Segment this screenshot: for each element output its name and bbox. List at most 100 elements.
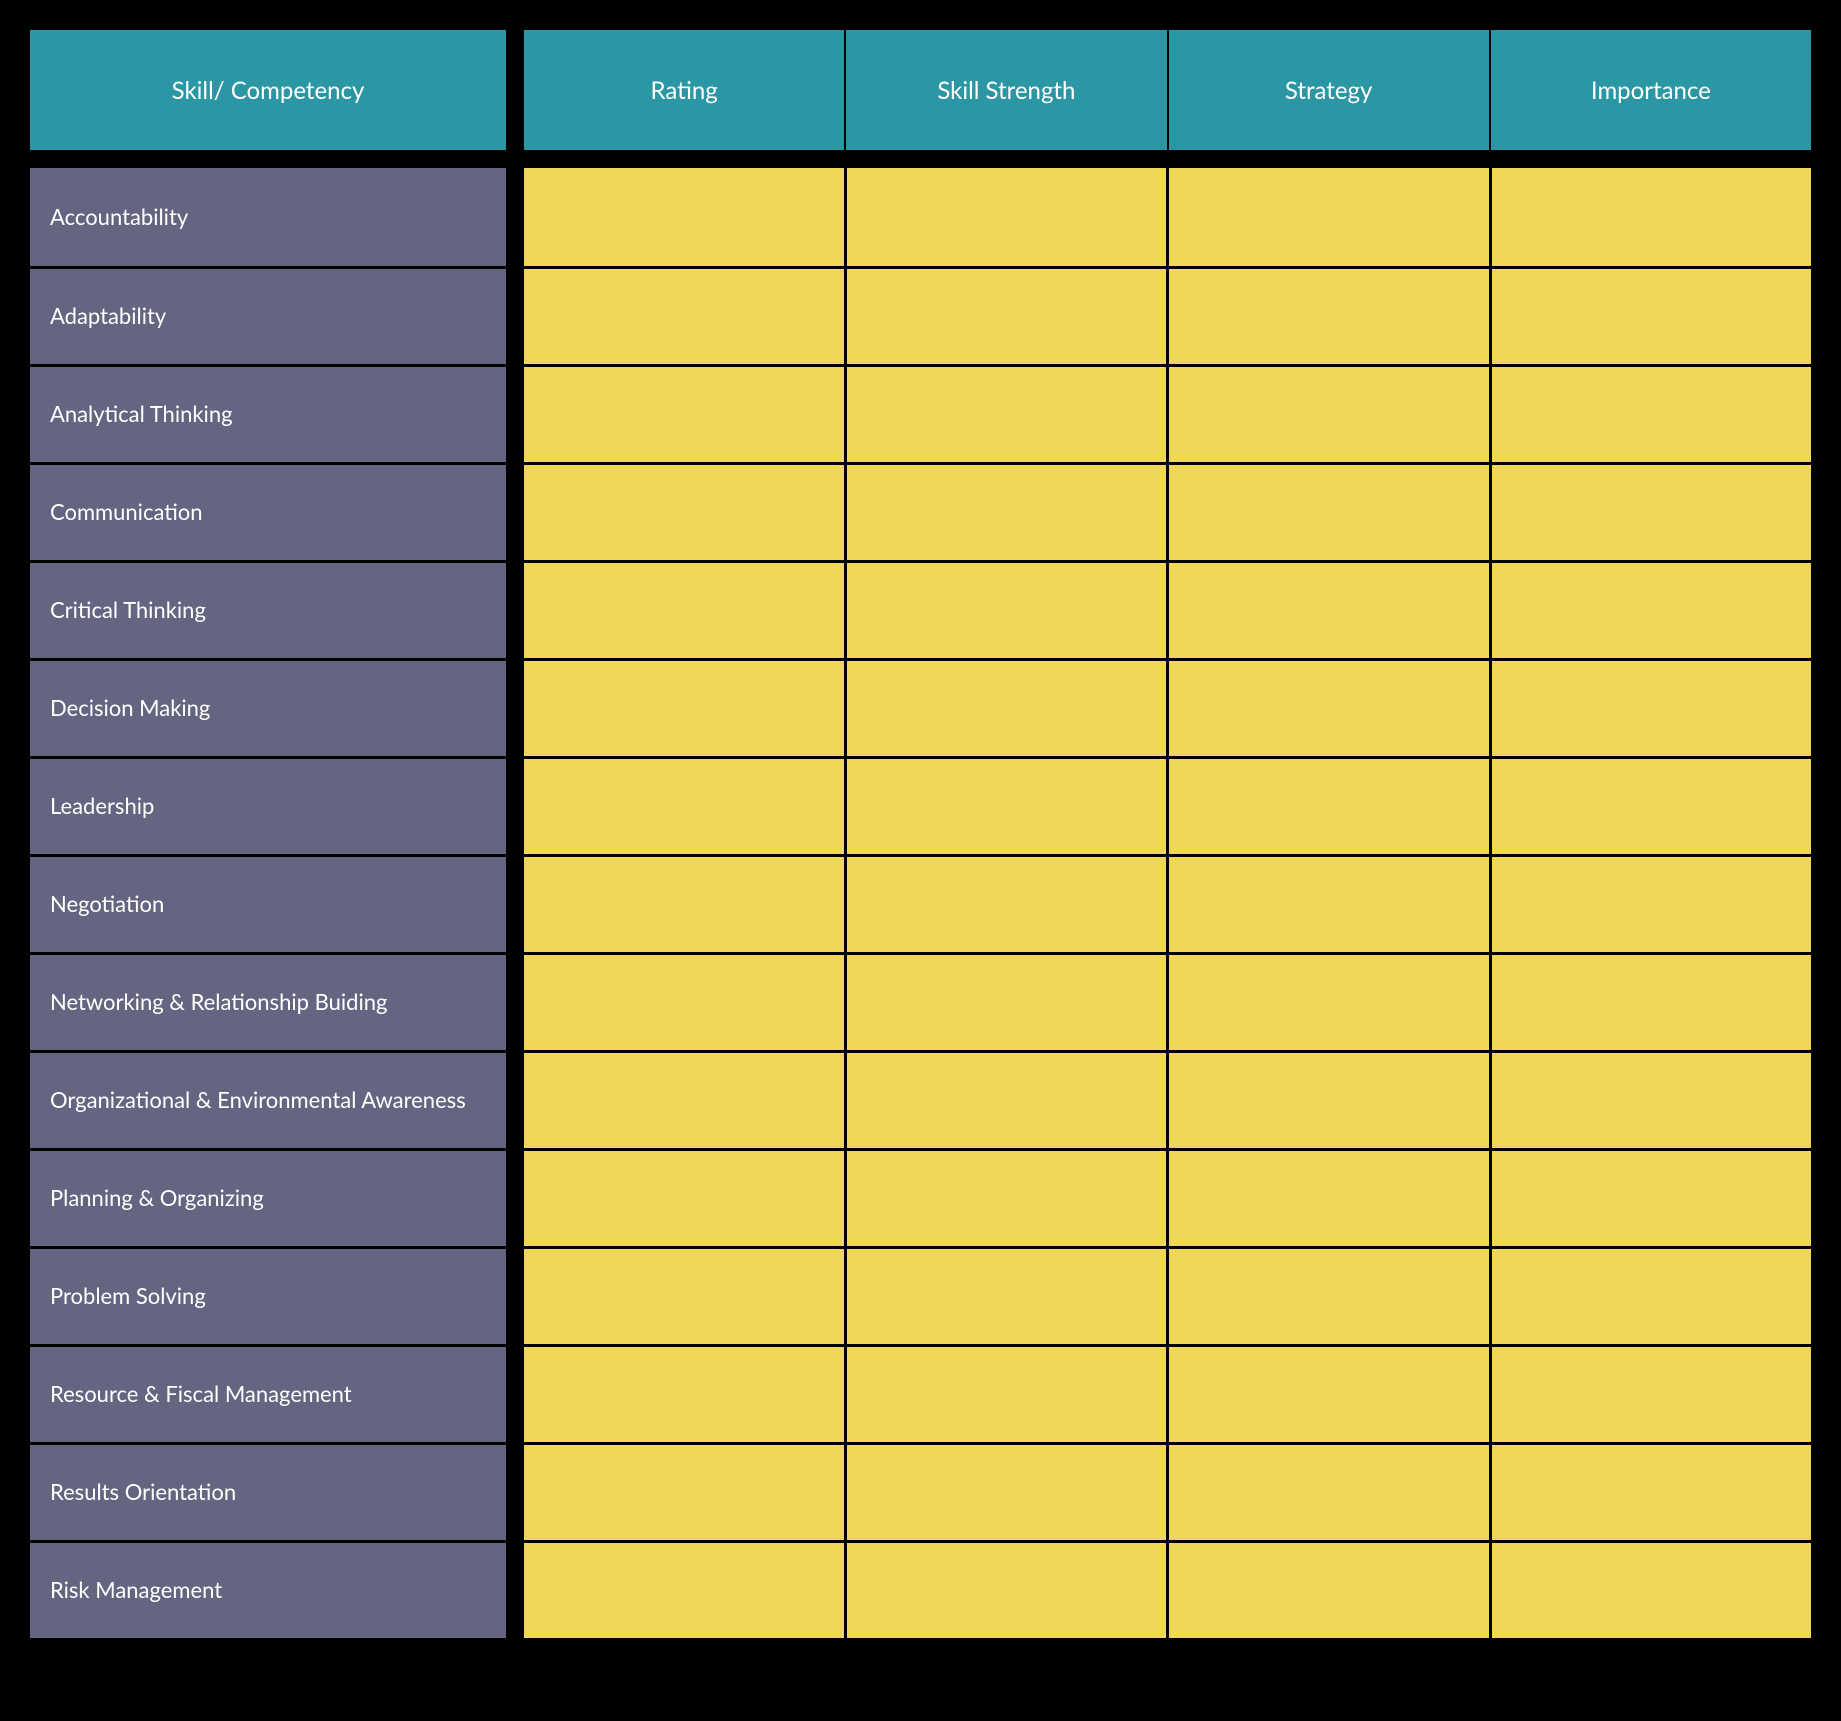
- cell-skill-strength: [847, 756, 1169, 854]
- header-strategy: Strategy: [1169, 30, 1491, 150]
- header-label: Rating: [650, 76, 717, 105]
- cell-rating: [524, 168, 846, 266]
- cell-rating: [524, 1540, 846, 1638]
- cell-rating: [524, 266, 846, 364]
- cell-skill-strength: [847, 462, 1169, 560]
- cell-strategy: [1169, 1148, 1491, 1246]
- row-label-text: Negotiation: [50, 890, 164, 919]
- cell-rating: [524, 658, 846, 756]
- row-data-group: [524, 168, 1811, 266]
- header-skill-strength: Skill Strength: [846, 30, 1168, 150]
- row-data-group: [524, 1442, 1811, 1540]
- row-label-text: Leadership: [50, 792, 154, 821]
- row-label-cell: Problem Solving: [30, 1246, 506, 1344]
- row-label-text: Adaptability: [50, 302, 166, 331]
- cell-importance: [1492, 854, 1811, 952]
- cell-skill-strength: [847, 952, 1169, 1050]
- header-label: Importance: [1591, 76, 1711, 105]
- cell-strategy: [1169, 1442, 1491, 1540]
- cell-importance: [1492, 1344, 1811, 1442]
- cell-importance: [1492, 1148, 1811, 1246]
- row-data-group: [524, 952, 1811, 1050]
- cell-rating: [524, 952, 846, 1050]
- row-label-text: Accountability: [50, 203, 188, 232]
- cell-skill-strength: [847, 266, 1169, 364]
- row-label-cell: Accountability: [30, 168, 506, 266]
- header-skill-competency: Skill/ Competency: [30, 30, 506, 150]
- cell-strategy: [1169, 1540, 1491, 1638]
- row-label-cell: Organizational & Environmental Awareness: [30, 1050, 506, 1148]
- cell-importance: [1492, 1050, 1811, 1148]
- row-label-text: Networking & Relationship Buiding: [50, 988, 387, 1017]
- header-data-group: Rating Skill Strength Strategy Importanc…: [524, 30, 1811, 150]
- cell-rating: [524, 854, 846, 952]
- cell-rating: [524, 1148, 846, 1246]
- cell-importance: [1492, 1540, 1811, 1638]
- row-label-cell: Leadership: [30, 756, 506, 854]
- cell-importance: [1492, 266, 1811, 364]
- row-data-group: [524, 462, 1811, 560]
- row-label-cell: Results Orientation: [30, 1442, 506, 1540]
- cell-strategy: [1169, 462, 1491, 560]
- row-label-cell: Negotiation: [30, 854, 506, 952]
- table-row: Adaptability: [30, 266, 1811, 364]
- row-label-cell: Planning & Organizing: [30, 1148, 506, 1246]
- cell-rating: [524, 756, 846, 854]
- row-data-group: [524, 854, 1811, 952]
- row-label-cell: Communication: [30, 462, 506, 560]
- row-data-group: [524, 756, 1811, 854]
- row-label-cell: Networking & Relationship Buiding: [30, 952, 506, 1050]
- table-row: Planning & Organizing: [30, 1148, 1811, 1246]
- cell-strategy: [1169, 1050, 1491, 1148]
- row-label-cell: Critical Thinking: [30, 560, 506, 658]
- cell-strategy: [1169, 364, 1491, 462]
- row-data-group: [524, 364, 1811, 462]
- table-row: Decision Making: [30, 658, 1811, 756]
- cell-skill-strength: [847, 854, 1169, 952]
- table-row: Resource & Fiscal Management: [30, 1344, 1811, 1442]
- cell-strategy: [1169, 560, 1491, 658]
- cell-importance: [1492, 756, 1811, 854]
- cell-strategy: [1169, 952, 1491, 1050]
- cell-rating: [524, 364, 846, 462]
- header-label: Skill/ Competency: [172, 76, 365, 105]
- cell-skill-strength: [847, 168, 1169, 266]
- row-data-group: [524, 1050, 1811, 1148]
- row-label-text: Results Orientation: [50, 1478, 236, 1507]
- row-data-group: [524, 1148, 1811, 1246]
- cell-strategy: [1169, 756, 1491, 854]
- header-label: Strategy: [1285, 76, 1372, 105]
- cell-rating: [524, 1442, 846, 1540]
- cell-rating: [524, 1246, 846, 1344]
- table-row: Analytical Thinking: [30, 364, 1811, 462]
- row-label-text: Organizational & Environmental Awareness: [50, 1086, 466, 1115]
- table-body: Accountability Adaptability Analytical T…: [30, 168, 1811, 1638]
- table-row: Problem Solving: [30, 1246, 1811, 1344]
- header-importance: Importance: [1491, 30, 1811, 150]
- cell-strategy: [1169, 168, 1491, 266]
- cell-skill-strength: [847, 1344, 1169, 1442]
- cell-importance: [1492, 560, 1811, 658]
- table-row: Networking & Relationship Buiding: [30, 952, 1811, 1050]
- cell-skill-strength: [847, 1246, 1169, 1344]
- cell-importance: [1492, 658, 1811, 756]
- row-data-group: [524, 1540, 1811, 1638]
- row-label-text: Planning & Organizing: [50, 1184, 264, 1213]
- row-label-cell: Resource & Fiscal Management: [30, 1344, 506, 1442]
- row-data-group: [524, 658, 1811, 756]
- row-label-text: Resource & Fiscal Management: [50, 1380, 352, 1409]
- table-row: Risk Management: [30, 1540, 1811, 1638]
- row-label-cell: Risk Management: [30, 1540, 506, 1638]
- cell-skill-strength: [847, 1148, 1169, 1246]
- cell-rating: [524, 1344, 846, 1442]
- cell-importance: [1492, 364, 1811, 462]
- cell-rating: [524, 1050, 846, 1148]
- cell-importance: [1492, 168, 1811, 266]
- cell-skill-strength: [847, 364, 1169, 462]
- row-label-text: Communication: [50, 498, 203, 527]
- table-row: Organizational & Environmental Awareness: [30, 1050, 1811, 1148]
- table-row: Critical Thinking: [30, 560, 1811, 658]
- header-rating: Rating: [524, 30, 846, 150]
- cell-skill-strength: [847, 560, 1169, 658]
- cell-importance: [1492, 952, 1811, 1050]
